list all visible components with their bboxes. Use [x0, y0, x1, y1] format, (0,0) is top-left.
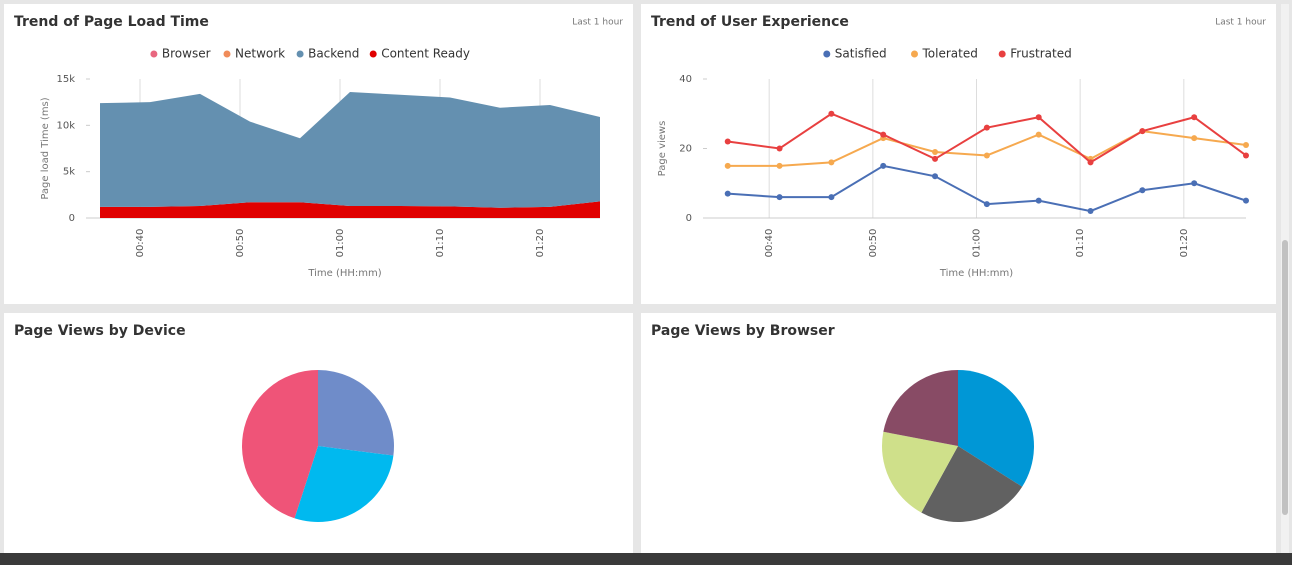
point: [1087, 159, 1094, 166]
x-tick-label: 00:40: [764, 229, 775, 258]
legend-marker: [911, 50, 918, 58]
point: [724, 190, 731, 197]
legend-label: Content Ready: [381, 47, 470, 61]
point: [1035, 131, 1042, 138]
point: [1139, 128, 1146, 135]
legend-marker: [296, 50, 304, 58]
point: [776, 145, 783, 152]
point: [932, 173, 939, 180]
x-tick-label: 00:50: [235, 229, 246, 258]
point: [724, 162, 731, 169]
y-tick-label: 0: [686, 213, 692, 224]
point: [983, 152, 990, 159]
x-axis-label: Time (HH:mm): [939, 268, 1013, 279]
legend-marker: [369, 50, 377, 58]
point: [828, 194, 835, 201]
point: [932, 155, 939, 162]
point: [1191, 180, 1198, 187]
status-bar: [0, 553, 1292, 565]
y-axis-label: Page views: [657, 121, 668, 177]
point: [1139, 187, 1146, 194]
y-tick-label: 5k: [63, 167, 75, 178]
point: [776, 162, 783, 169]
point: [1243, 197, 1249, 204]
y-tick-label: 10k: [56, 120, 75, 131]
legend-marker: [998, 50, 1006, 58]
legend-label: Backend: [308, 47, 359, 61]
point: [776, 194, 783, 201]
point: [1087, 208, 1094, 215]
point: [1035, 197, 1042, 204]
y-tick-label: 0: [69, 213, 75, 224]
point: [1191, 114, 1198, 121]
y-axis-label: Page load Time (ms): [40, 97, 51, 199]
point: [1243, 142, 1249, 149]
legend-label: Network: [235, 47, 285, 61]
pie-slice: [318, 370, 395, 456]
pie-slice: [294, 446, 394, 522]
legend-label: Satisfied: [835, 47, 887, 61]
x-tick-label: 01:10: [1075, 229, 1086, 258]
y-tick-label: 40: [679, 74, 692, 85]
legend-label: Browser: [162, 47, 211, 61]
x-tick-label: 00:40: [135, 229, 146, 258]
point: [828, 110, 835, 117]
x-tick-label: 01:20: [535, 229, 546, 258]
point: [880, 162, 887, 169]
x-tick-label: 01:20: [1179, 229, 1190, 258]
y-tick-label: 15k: [56, 74, 75, 85]
area: [100, 201, 600, 218]
point: [828, 159, 835, 166]
pie-slice: [242, 370, 318, 519]
point: [932, 148, 939, 155]
time-range: Last 1 hour: [572, 18, 623, 28]
point: [724, 138, 731, 145]
legend-marker: [223, 50, 231, 58]
x-tick-label: 00:50: [868, 229, 879, 258]
x-tick-label: 01:10: [435, 229, 446, 258]
x-tick-label: 01:00: [335, 229, 346, 258]
point: [1191, 135, 1198, 142]
x-axis-label: Time (HH:mm): [307, 268, 381, 279]
pie-slice: [883, 370, 958, 446]
area: [100, 91, 600, 208]
legend-marker: [823, 50, 831, 58]
time-range: Last 1 hour: [1215, 18, 1266, 28]
point: [1035, 114, 1042, 121]
panel-title: Trend of User Experience: [651, 14, 849, 30]
panel-title: Trend of Page Load Time: [14, 14, 209, 30]
point: [880, 131, 887, 138]
point: [983, 201, 990, 208]
panel-title: Page Views by Device: [14, 323, 186, 339]
x-tick-label: 01:00: [972, 229, 983, 258]
legend-label: Tolerated: [922, 47, 978, 61]
pie-slice: [958, 370, 1034, 487]
pie-slice: [882, 431, 958, 513]
legend-label: Frustrated: [1010, 47, 1072, 61]
panel-title: Page Views by Browser: [651, 323, 835, 339]
scroll-thumb[interactable]: [1282, 240, 1288, 515]
pie-slice: [921, 446, 1023, 523]
y-tick-label: 20: [679, 144, 692, 155]
point: [1243, 152, 1249, 159]
legend-marker: [150, 50, 158, 58]
point: [983, 124, 990, 131]
